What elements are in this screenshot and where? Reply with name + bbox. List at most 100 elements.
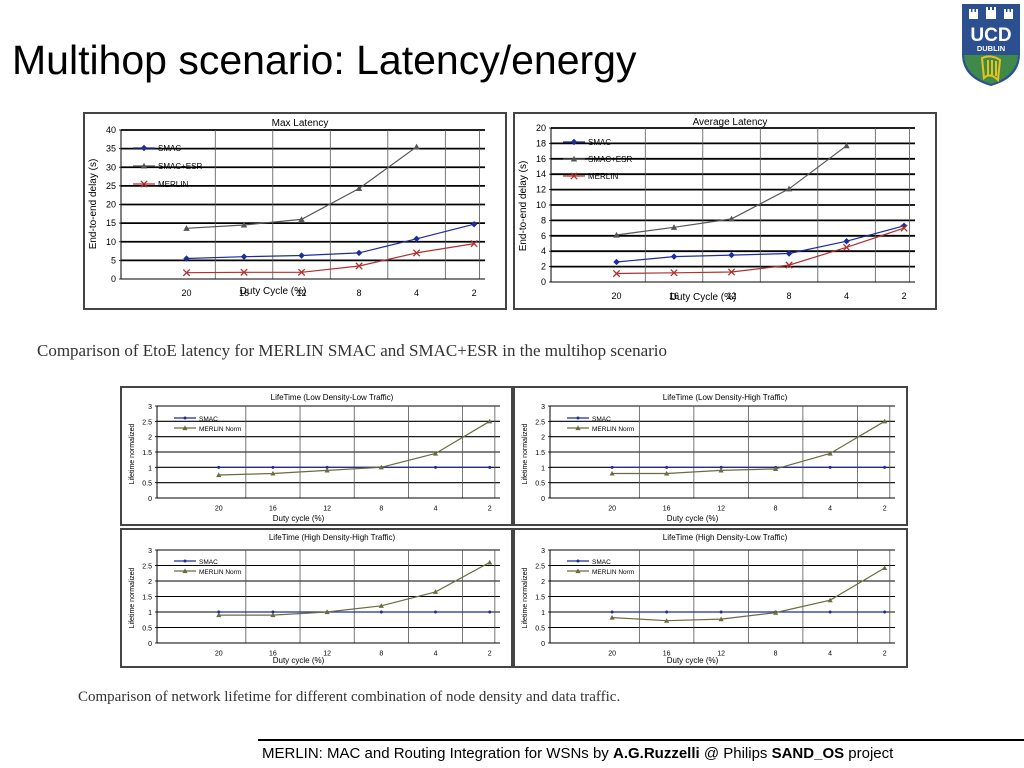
footer-project: SAND_OS: [771, 745, 845, 762]
gridlines: [551, 127, 915, 282]
data-point: [613, 258, 620, 266]
data-point: [325, 465, 329, 469]
y-tick-label: 0: [148, 641, 152, 648]
legend: SMAC MERLIN Norm: [174, 559, 241, 576]
data-point: [728, 251, 735, 259]
footer-text-3: project: [844, 745, 894, 762]
data-point: [240, 253, 248, 260]
data-point: [271, 465, 275, 469]
data-point: [355, 249, 363, 257]
y-tick-label: 35: [106, 144, 116, 154]
data-point: [719, 610, 723, 614]
x-tick-label: 12: [727, 291, 737, 301]
data-point: [883, 465, 887, 469]
data-point: [182, 269, 191, 277]
legend-label: MERLIN: [158, 180, 188, 189]
y-axis-label: End-to-end delay (s): [518, 161, 529, 252]
legend-marker: [183, 416, 187, 420]
legend-marker: [576, 559, 580, 563]
data-point: [270, 612, 276, 618]
y-tick-label: 2: [541, 579, 545, 586]
legend-marker: [183, 559, 187, 563]
gridlines: [121, 129, 485, 279]
data-point: [432, 589, 439, 594]
caption-lifetime: Comparison of network lifetime for diffe…: [78, 689, 621, 705]
series-line-merlin-norm: [612, 420, 885, 475]
chart-title: LifeTime (Low Density-Low Traffic): [271, 393, 394, 402]
data-point: [670, 269, 678, 277]
series-line-merlin: [186, 243, 475, 274]
data-point: [297, 268, 306, 276]
data-point: [664, 618, 670, 623]
y-tick-label: 1: [148, 465, 152, 472]
chart-panel-max-latency: 0 5 10 15 20 25 30 35 40 20 16 12 8 4 2 Max Latency Duty…: [83, 112, 507, 310]
y-tick-label: 1: [148, 610, 152, 617]
x-tick-label: 8: [379, 651, 383, 658]
data-point: [298, 252, 305, 259]
chart-title: LifeTime (Low Density-High Traffic): [663, 393, 788, 402]
legend-marker: [576, 416, 580, 420]
data-point: [610, 610, 614, 614]
data-point: [183, 255, 190, 262]
data-point: [270, 470, 276, 476]
data-point: [718, 467, 724, 473]
data-point: [827, 597, 833, 603]
x-tick-label: 16: [239, 288, 249, 298]
x-tick-label: 20: [215, 651, 223, 658]
legend: SMAC MERLIN Norm: [174, 416, 241, 433]
legend-label: MERLIN Norm: [592, 426, 634, 433]
x-tick-label: 12: [323, 651, 331, 658]
legend-label: SMAC+ESR: [588, 155, 632, 164]
x-axis-label: Duty Cycle (%): [240, 286, 307, 297]
y-tick-label: 20: [536, 123, 546, 133]
x-tick-label: 2: [902, 291, 907, 301]
x-axis-label: Duty cycle (%): [273, 514, 325, 523]
legend-label: MERLIN Norm: [199, 569, 241, 576]
data-point: [271, 610, 275, 614]
legend-label: SMAC: [592, 416, 611, 423]
chart-title: Average Latency: [693, 117, 768, 128]
x-tick-label: 2: [488, 651, 492, 658]
data-point: [828, 465, 832, 469]
y-tick-label: 15: [106, 218, 116, 228]
data-point: [842, 243, 851, 252]
y-tick-label: 20: [106, 200, 116, 210]
legend-marker: [575, 425, 581, 431]
chart-title: Max Latency: [272, 118, 329, 129]
logo-castles-icon: [969, 7, 1013, 19]
slide-title: Multihop scenario: Latency/energy: [12, 37, 637, 83]
data-point: [488, 465, 492, 469]
y-tick-label: 30: [106, 162, 116, 172]
x-tick-label: 4: [434, 506, 438, 513]
y-tick-label: 1.5: [142, 450, 152, 457]
chart-average-latency: 0 2 4 6 8 10 12 14 16 18 20 20 16 12 8 4 2 Average Latenc…: [518, 117, 915, 303]
y-tick-label: 5: [111, 255, 116, 265]
y-tick-label: 2: [541, 435, 545, 442]
x-tick-label: 20: [182, 288, 192, 298]
x-tick-label: 16: [669, 291, 679, 301]
data-point: [434, 465, 438, 469]
data-point: [883, 610, 887, 614]
x-axis-label: Duty cycle (%): [273, 656, 325, 665]
y-tick-label: 2.5: [535, 564, 545, 571]
y-tick-label: 6: [541, 231, 546, 241]
legend: SMAC MERLIN Norm: [567, 559, 634, 576]
data-point: [900, 224, 908, 232]
legend-label: SMAC: [588, 138, 611, 147]
x-tick-label: 2: [883, 651, 887, 658]
x-tick-label: 4: [434, 651, 438, 658]
legend-marker: [140, 144, 148, 152]
y-tick-label: 0.5: [142, 481, 152, 488]
data-point: [773, 466, 779, 471]
data-point: [882, 565, 888, 571]
y-tick-label: 14: [536, 169, 546, 179]
legend-marker: [575, 568, 581, 574]
data-point: [727, 268, 736, 276]
x-tick-label: 4: [844, 291, 849, 301]
y-axis-label: End-to-end delay (s): [88, 159, 99, 250]
data-point: [785, 261, 793, 269]
data-point: [718, 616, 724, 622]
y-tick-label: 0: [541, 496, 545, 503]
data-point: [413, 235, 420, 242]
x-tick-label: 2: [883, 506, 887, 513]
